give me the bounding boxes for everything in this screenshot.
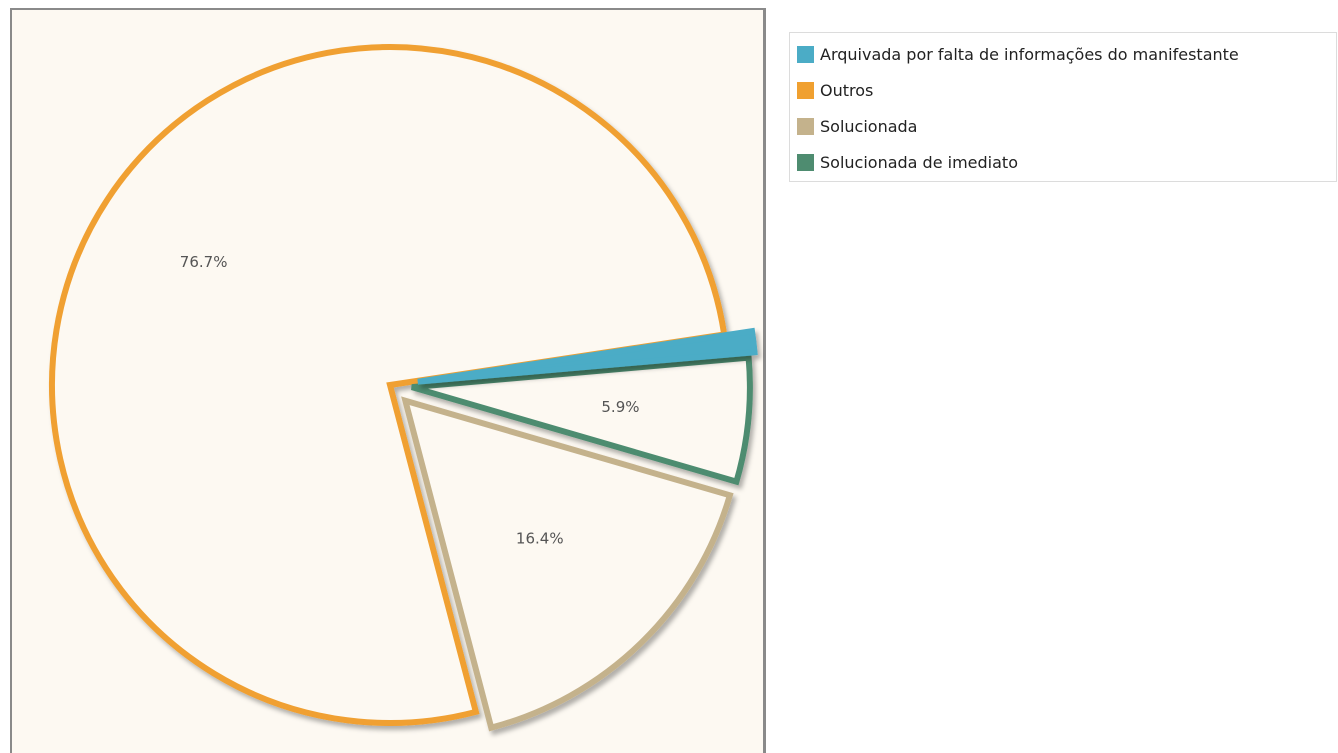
pie-data-labels: 76.7% 16.4% 5.9% [180,253,640,547]
legend-swatch [797,117,814,135]
legend-item[interactable]: Outros [790,72,1336,108]
legend-swatch [797,153,814,171]
legend-item[interactable]: Solucionada [790,108,1336,144]
legend-item[interactable]: Arquivada por falta de informações do ma… [790,36,1336,72]
pie-slice-arquivada-por-falta-de-informa-es-do-manifestante[interactable] [417,327,758,385]
legend-item[interactable]: Solucionada de imediato [790,144,1336,180]
pie-slice-solucionada[interactable] [401,396,734,732]
pie-slice-outros[interactable] [49,44,728,726]
legend-swatch [797,45,814,63]
pie-slices [49,44,758,732]
data-label-outros: 76.7% [180,253,228,271]
legend-label: Solucionada [820,116,918,136]
legend: Arquivada por falta de informações do ma… [789,32,1337,182]
data-label-solucionada: 16.4% [516,529,564,547]
legend-label: Outros [820,80,874,100]
legend-label: Arquivada por falta de informações do ma… [820,44,1239,64]
legend-swatch [797,81,814,99]
legend-label: Solucionada de imediato [820,152,1018,172]
pie-slice-solucionada-de-imediato[interactable] [411,354,753,486]
data-label-solucionada-de-imediato: 5.9% [601,398,639,416]
